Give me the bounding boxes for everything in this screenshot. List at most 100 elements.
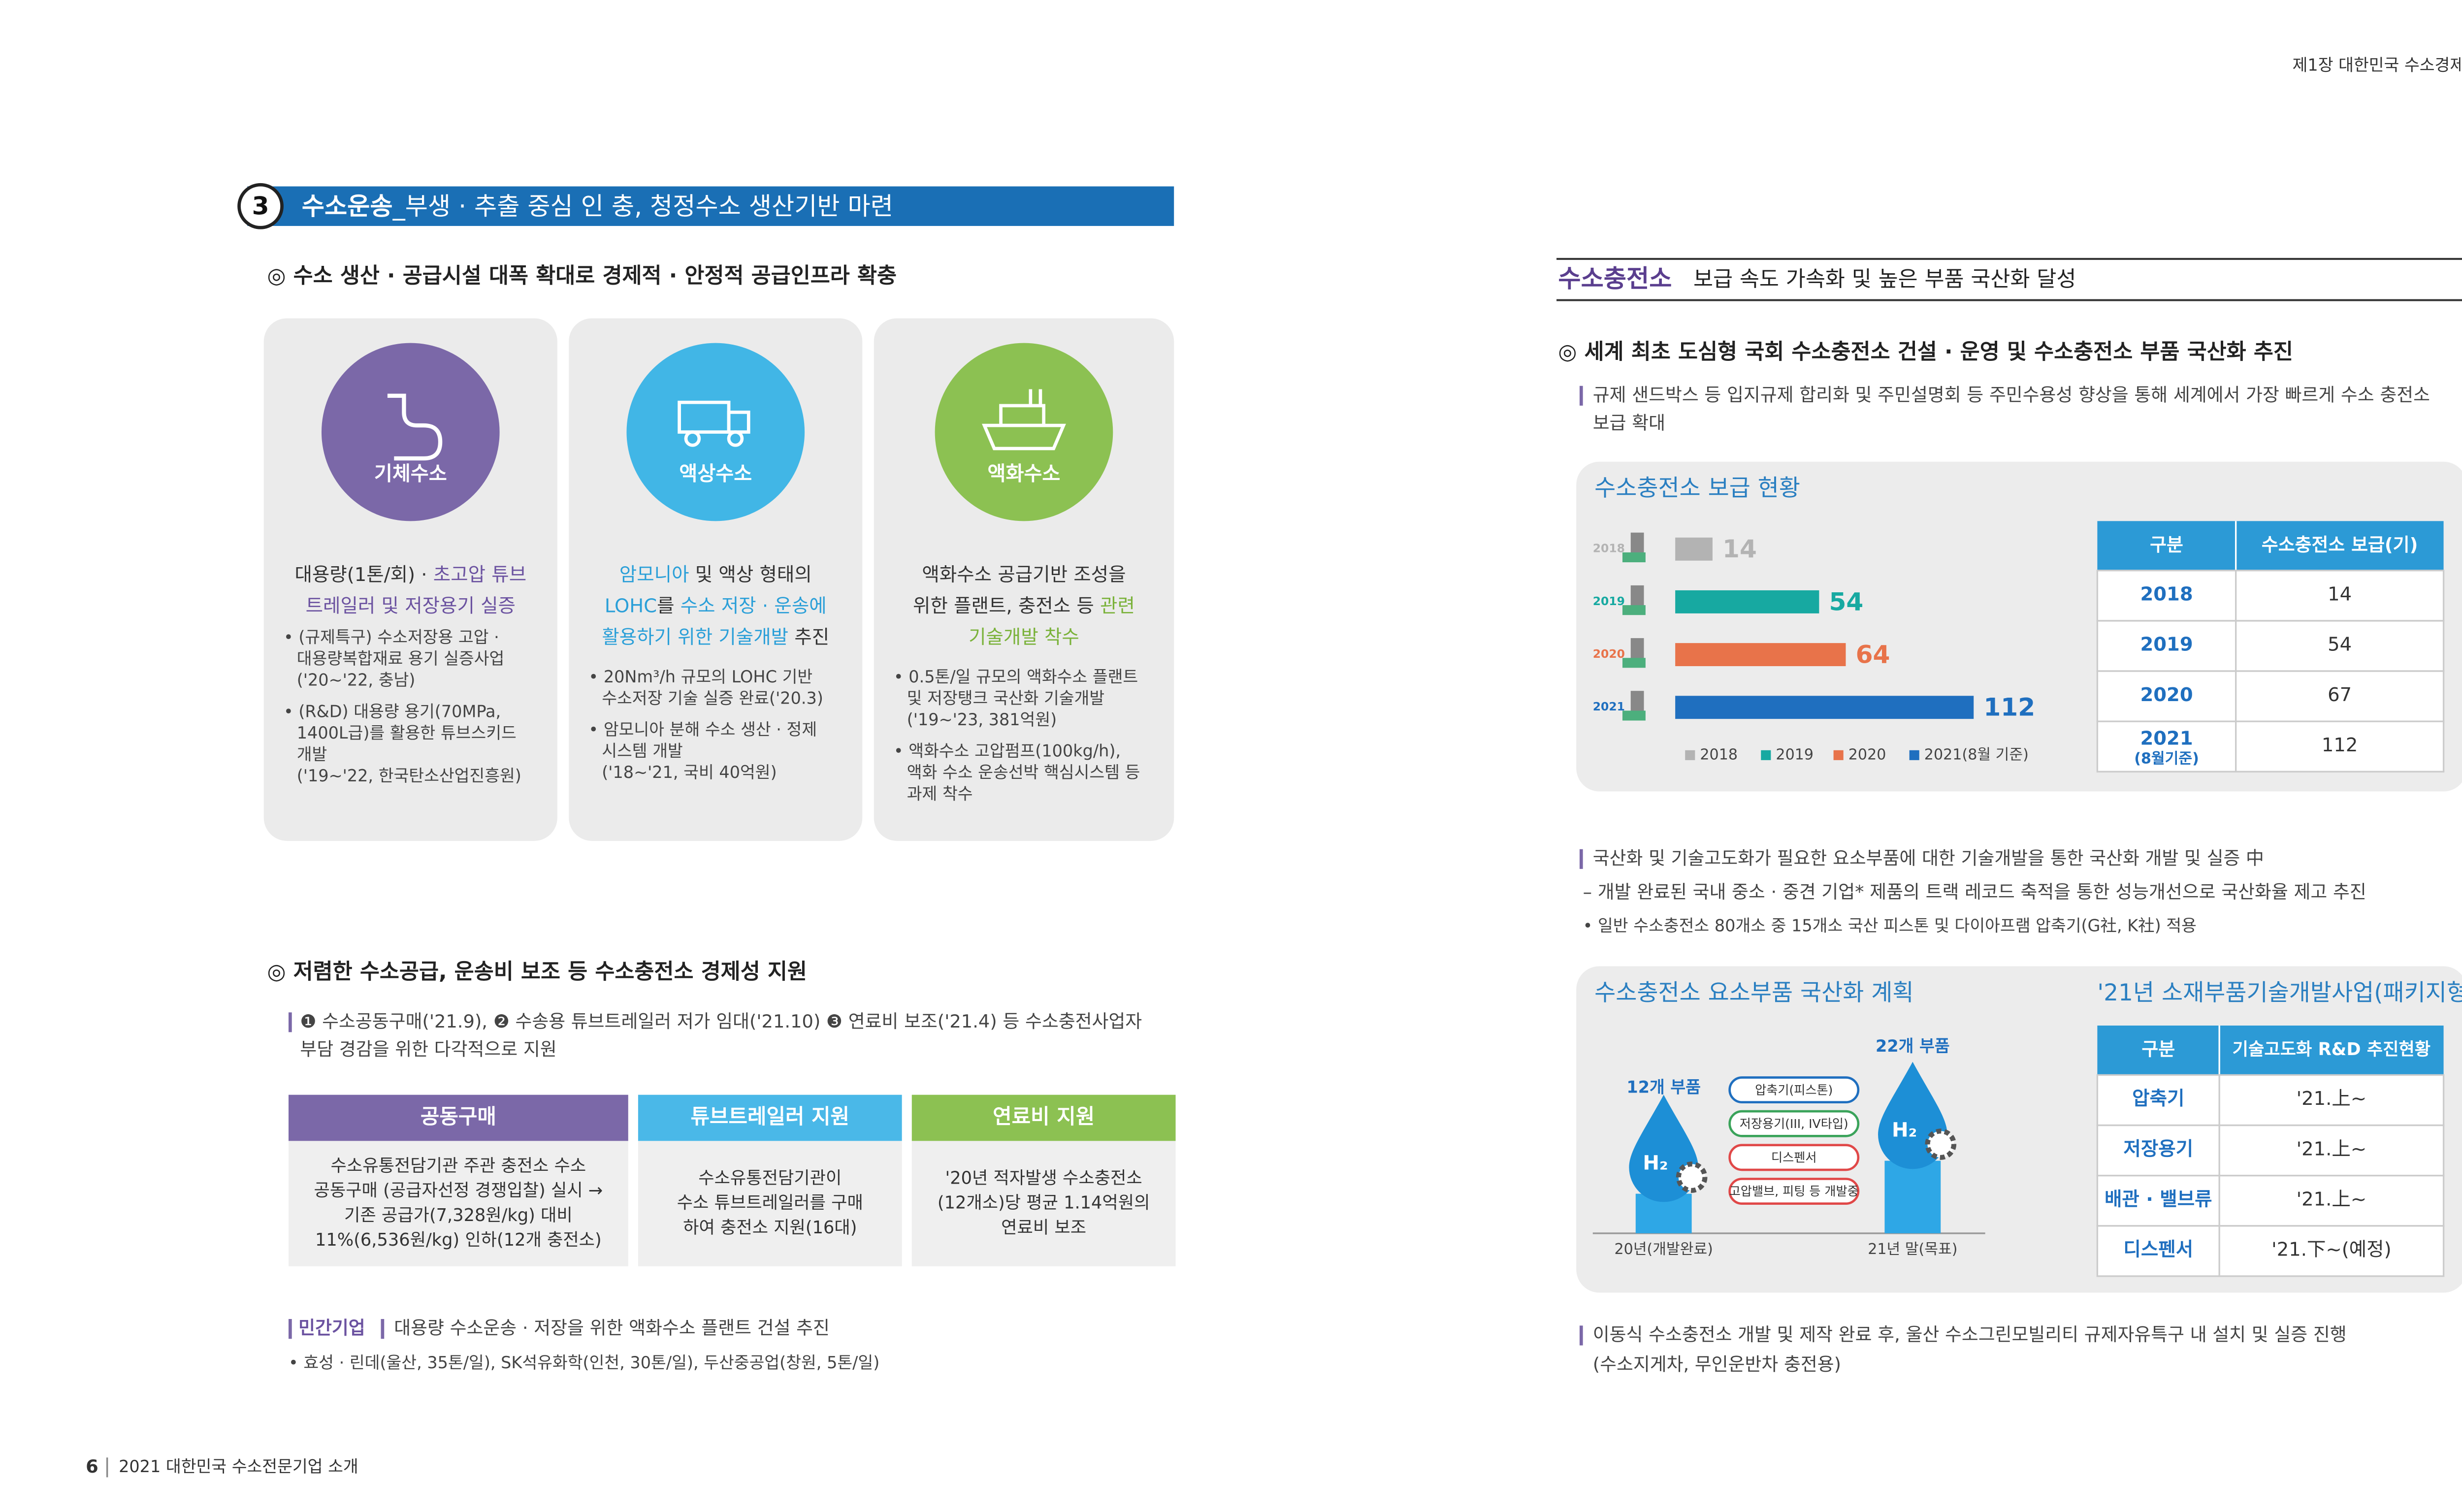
- section-title: 수소충전소: [1558, 264, 1672, 293]
- table-part: 저장용기: [2123, 1138, 2193, 1160]
- card-label: 액상수소: [679, 463, 752, 485]
- icon: [684, 430, 701, 447]
- table-header-label: 구분: [2141, 1039, 2175, 1060]
- part-pill: [1728, 1144, 1860, 1171]
- support-header-label: 공동구매: [421, 1104, 496, 1128]
- table-value: 14: [2328, 583, 2352, 606]
- drop-label: H₂: [1892, 1119, 1917, 1141]
- card-bullet: ('19~'23, 381억원): [907, 710, 1057, 729]
- part-label: 고압밸브, 피팅 등 개발중: [1729, 1184, 1859, 1198]
- category-label: 2019: [1593, 594, 1625, 608]
- value-label: 112: [1983, 693, 2035, 722]
- card-label: 기체수소: [374, 463, 447, 485]
- table-status: '21.上~: [2297, 1138, 2367, 1160]
- table-cell: [2096, 720, 2237, 772]
- card-bullet: ('20~'22, 충남): [297, 671, 416, 690]
- support-body: [911, 1141, 1176, 1266]
- part-label: 디스펜서: [1771, 1151, 1816, 1165]
- support-header-label: 연료비 지원: [993, 1104, 1095, 1128]
- table-cell: [2096, 1225, 2220, 1277]
- table-year: 2020: [2140, 684, 2193, 706]
- paragraph-line: • 일반 수소충전소 80개소 중 15개소 국산 피스톤 및 다이아프램 압축…: [1583, 916, 2197, 935]
- panel-title: 수소충전소 요소부품 국산화 계획: [1594, 979, 1913, 1006]
- support-body-line: 공동구매 (공급자선정 경쟁입찰) 실시 →: [314, 1181, 603, 1201]
- table-cell: [2096, 620, 2237, 672]
- table-header-label: 수소충전소 보급(기): [2262, 534, 2418, 555]
- legend-label: 2019: [1776, 746, 1814, 763]
- intro-line: 부담 경감을 위한 다각적으로 지원: [300, 1039, 556, 1060]
- support-body-line: 수소유통전담기관이: [698, 1168, 842, 1188]
- support-body: [638, 1141, 902, 1266]
- icon: [1622, 552, 1646, 563]
- value-label: 64: [1856, 640, 1890, 669]
- support-header: [911, 1094, 1176, 1141]
- intro-line: ❶ 수소공동구매('21.9), ❷ 수송용 튜브트레일러 저가 임대('21.…: [300, 1011, 1142, 1032]
- card-lead: 대용량(1톤/회) · 초고압 튜브: [294, 563, 526, 585]
- bar: [1675, 696, 1974, 719]
- card-lead: 암모니아 및 액상 형태의: [619, 563, 812, 585]
- category-label: 2021: [1593, 700, 1625, 713]
- card-bullet: ('19~'22, 한국탄소산업진흥원): [297, 766, 521, 785]
- support-body: [289, 1141, 628, 1266]
- drop-label: H₂: [1643, 1152, 1668, 1174]
- table-value: 67: [2328, 684, 2352, 706]
- plan-bar: [1884, 1160, 1941, 1233]
- table-cell: [2218, 1175, 2445, 1227]
- text-segment: 수소 저장 · 운송에: [680, 595, 827, 617]
- support-body-line: 수소유통전담기관 주관 충전소 수소: [331, 1156, 586, 1176]
- card-bullet: 대용량복합재료 용기 실증사업: [297, 649, 505, 668]
- card-bullet: • 20Nm³/h 규모의 LOHC 기반: [588, 667, 812, 686]
- support-body-line: 11%(6,536원/kg) 인하(12개 충전소): [315, 1230, 602, 1250]
- table-header-label: 기술고도화 R&D 추진현황: [2233, 1039, 2431, 1060]
- card-lead: 액화수소 공급기반 조성을: [922, 563, 1126, 585]
- text-segment: 및 액상 형태의: [689, 563, 812, 585]
- card-bullet: 수소저장 기술 실증 완료('20.3): [602, 688, 823, 708]
- part-pill: [1728, 1110, 1860, 1137]
- plan-bar-label: 22개 부품: [1876, 1036, 1950, 1056]
- value-label: 14: [1722, 534, 1757, 563]
- page-number: 6: [86, 1456, 98, 1477]
- card-bullet: • 암모니아 분해 수소 생산 · 정제: [588, 720, 817, 739]
- card-lead: 활용하기 위한 기술개발 추진: [602, 626, 829, 648]
- card-bullet: 1400L급)를 활용한 튜브스키드: [297, 723, 517, 742]
- plan-x-label: 21년 말(목표): [1868, 1241, 1957, 1258]
- text-segment: 위한 플랜트, 충전소 등: [913, 595, 1100, 617]
- text-segment: LOHC: [605, 595, 657, 617]
- table-cell: [2096, 670, 2237, 722]
- table-year: 2018: [2140, 583, 2193, 606]
- subhead: ◎ 수소 생산 · 공급시설 대폭 확대로 경제적 · 안정적 공급인프라 확충: [267, 264, 897, 289]
- text-segment: 트레일러 및 저장용기 실증: [306, 595, 516, 617]
- table-cell: [2235, 720, 2445, 772]
- private-bullet: • 효성 · 린데(울산, 35톤/일), SK석유화학(인천, 30톤/일),…: [289, 1353, 879, 1372]
- card-lead: 기술개발 착수: [969, 626, 1079, 648]
- paragraph-line: 보급 확대: [1593, 412, 1665, 433]
- subhead: ◎ 저렴한 수소공급, 운송비 보조 등 수소충전소 경제성 지원: [267, 960, 807, 984]
- private-text: 대용량 수소운송 · 저장을 위한 액화수소 플랜트 건설 추진: [394, 1318, 830, 1339]
- card-label: 액화수소: [988, 463, 1061, 485]
- support-body-line: '20년 적자발생 수소충전소: [945, 1168, 1142, 1188]
- header-chapter: 제1장 대한민국 수소경제: [2293, 56, 2462, 75]
- card-bullet: ('18~'21, 국비 40억원): [602, 763, 777, 782]
- support-body-line: (12개소)당 평균 1.14억원의: [938, 1193, 1150, 1213]
- chart-title: 수소충전소 보급 현황: [1594, 475, 1800, 502]
- section-number: 3: [252, 192, 269, 221]
- card-bullet: 개발: [297, 744, 327, 764]
- table-title: '21년 소재부품기술개발사업(패키지형): [2097, 979, 2462, 1006]
- category-label: 2018: [1593, 542, 1625, 555]
- part-label: 압축기(피스톤): [1755, 1083, 1833, 1097]
- icon: [1622, 710, 1646, 721]
- text-segment: 암모니아: [619, 563, 689, 585]
- bar: [1675, 643, 1846, 667]
- private-label: 민간기업: [298, 1318, 365, 1339]
- table-status: '21.下~(예정): [2271, 1239, 2391, 1261]
- card-bullet: • 0.5톤/일 규모의 액화수소 플랜트: [894, 667, 1138, 686]
- legend-swatch: [1833, 750, 1844, 760]
- table-value: 54: [2328, 634, 2352, 656]
- table-part: 압축기: [2132, 1088, 2184, 1110]
- table-header-label: 구분: [2150, 534, 2183, 555]
- subhead: ◎ 세계 최초 도심형 국회 수소충전소 건설 · 운영 및 수소충전소 부품 …: [1558, 340, 2293, 364]
- text-segment: 액화수소 공급기반 조성을: [922, 563, 1126, 585]
- card-bullet: 시스템 개발: [602, 741, 683, 761]
- table-status: '21.上~: [2297, 1088, 2367, 1110]
- table-header: [2097, 1025, 2444, 1075]
